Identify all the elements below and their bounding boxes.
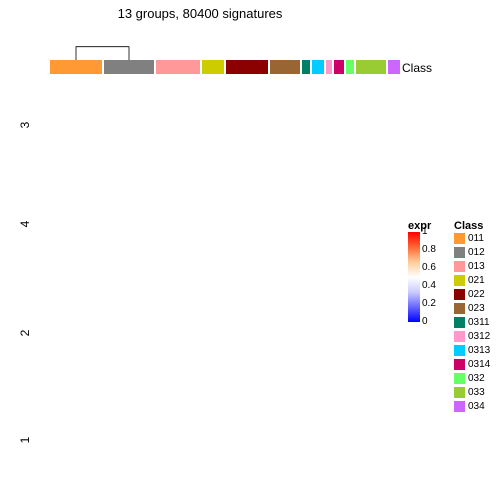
expr-tick: 0	[422, 317, 428, 327]
class-legend-row-034: 034	[454, 400, 500, 413]
heatmap-body	[50, 80, 400, 480]
class-label: 0312	[468, 331, 490, 342]
row-label-2: 2	[18, 318, 32, 348]
class-swatch	[454, 261, 465, 272]
class-legend-row-0314: 0314	[454, 358, 500, 371]
class-legend-row-0313: 0313	[454, 344, 500, 357]
classbar-seg-013	[156, 60, 200, 74]
class-legend-row-033: 033	[454, 386, 500, 399]
expression-legend: expr 10.80.60.40.20	[408, 220, 452, 322]
class-label: 0311	[468, 317, 490, 328]
classbar-seg-011	[50, 60, 102, 74]
class-swatch	[454, 317, 465, 328]
class-swatch	[454, 345, 465, 356]
expr-tick: 0.6	[422, 263, 436, 273]
class-label: 012	[468, 247, 485, 258]
class-legend-title: Class	[454, 220, 500, 232]
classbar-seg-012	[104, 60, 154, 74]
classbar-seg-023	[270, 60, 300, 74]
expr-legend-title: expr	[408, 220, 452, 232]
row-labels: 3 4 2 1	[10, 80, 40, 480]
expr-tick: 0.8	[422, 245, 436, 255]
row-label-3: 3	[18, 110, 32, 140]
classbar-seg-033	[356, 60, 386, 74]
class-swatch	[454, 247, 465, 258]
class-legend-row-032: 032	[454, 372, 500, 385]
class-legend-row-011: 011	[454, 232, 500, 245]
class-label: 013	[468, 261, 485, 272]
class-swatch	[454, 331, 465, 342]
row-label-1: 1	[18, 425, 32, 455]
classbar-seg-0311	[302, 60, 310, 74]
class-legend-row-012: 012	[454, 246, 500, 259]
class-legend-row-013: 013	[454, 260, 500, 273]
class-label: 0313	[468, 345, 490, 356]
classbar-seg-0314	[334, 60, 344, 74]
class-legend-row-021: 021	[454, 274, 500, 287]
row-label-4: 4	[18, 209, 32, 239]
class-label: 011	[468, 233, 484, 244]
class-color-bar	[50, 60, 400, 74]
class-swatch	[454, 387, 465, 398]
class-label: 033	[468, 387, 485, 398]
class-legend: Class 011 012 013 021 022 023 0311 0312 0313 0314…	[454, 220, 500, 414]
class-swatch	[454, 275, 465, 286]
class-swatch	[454, 359, 465, 370]
class-label: 0314	[468, 359, 490, 370]
classbar-seg-034	[388, 60, 400, 74]
classbar-label: Class	[402, 61, 432, 75]
class-swatch	[454, 289, 465, 300]
class-label: 021	[468, 275, 485, 286]
classbar-seg-032	[346, 60, 354, 74]
class-legend-items: 011 012 013 021 022 023 0311 0312 0313 0314 032 033…	[454, 232, 500, 413]
class-legend-row-0311: 0311	[454, 316, 500, 329]
class-swatch	[454, 373, 465, 384]
class-label: 034	[468, 401, 485, 412]
classbar-seg-021	[202, 60, 224, 74]
expr-colorbar: 10.80.60.40.20	[408, 232, 420, 322]
class-legend-row-023: 023	[454, 302, 500, 315]
class-swatch	[454, 303, 465, 314]
heatmap-plot: 13 groups, 80400 signatures Class 3 4 2 1 e…	[0, 0, 504, 504]
class-swatch	[454, 233, 465, 244]
class-swatch	[454, 401, 465, 412]
class-label: 023	[468, 303, 485, 314]
class-legend-row-022: 022	[454, 288, 500, 301]
expr-tick: 1	[422, 227, 428, 237]
plot-title: 13 groups, 80400 signatures	[0, 6, 400, 21]
class-label: 022	[468, 289, 485, 300]
class-legend-row-0312: 0312	[454, 330, 500, 343]
classbar-seg-022	[226, 60, 268, 74]
expr-tick: 0.2	[422, 299, 436, 309]
classbar-seg-0313	[312, 60, 324, 74]
class-label: 032	[468, 373, 485, 384]
expr-tick: 0.4	[422, 281, 436, 291]
column-dendrogram	[50, 22, 400, 60]
